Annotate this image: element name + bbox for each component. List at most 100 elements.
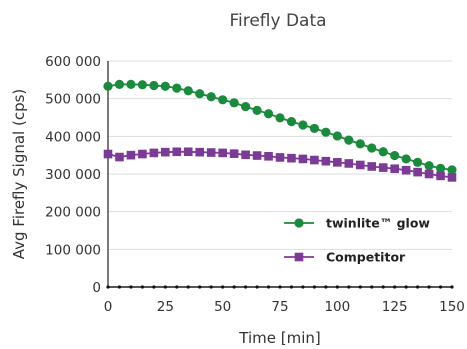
- data-point: [218, 148, 227, 158]
- data-point: [438, 285, 443, 289]
- data-point: [355, 160, 365, 170]
- data-point: [309, 123, 319, 134]
- data-point: [264, 151, 273, 161]
- data-point: [263, 109, 274, 119]
- x-tick-labels: 0 25 50 75 100 125 150: [104, 299, 465, 315]
- data-point: [416, 285, 420, 289]
- x-axis-label: Time [min]: [238, 329, 320, 347]
- y-tick-label: 300 000: [45, 167, 101, 183]
- data-point: [183, 147, 193, 157]
- data-point: [378, 147, 388, 157]
- data-point: [209, 285, 213, 289]
- data-point: [255, 285, 259, 289]
- y-tick-label: 500 000: [45, 92, 101, 108]
- data-point: [152, 285, 156, 289]
- y-tick-label: 100 000: [45, 242, 101, 258]
- data-point: [390, 164, 399, 174]
- data-point: [367, 162, 377, 171]
- data-point: [103, 149, 113, 159]
- data-point: [117, 285, 122, 289]
- data-point: [344, 135, 354, 145]
- data-point: [172, 83, 182, 93]
- data-point: [195, 147, 205, 157]
- x-tick-label: 25: [157, 299, 174, 315]
- data-point: [252, 105, 262, 115]
- x-tick-label: 100: [324, 299, 350, 315]
- legend-marker: [294, 218, 304, 228]
- data-point: [378, 163, 388, 172]
- data-point: [106, 285, 110, 289]
- data-point: [160, 81, 170, 91]
- gridlines: [108, 60, 452, 250]
- data-point: [413, 167, 422, 177]
- data-point: [381, 285, 385, 289]
- data-point: [114, 79, 125, 89]
- data-point: [126, 150, 136, 160]
- y-tick-label: 0: [92, 280, 101, 296]
- data-point: [140, 285, 144, 289]
- y-tick-label: 200 000: [45, 205, 101, 221]
- y-tick-label: 600 000: [45, 54, 101, 70]
- data-point: [286, 117, 297, 127]
- data-point: [450, 285, 454, 289]
- data-point: [333, 158, 342, 167]
- data-point: [163, 285, 167, 289]
- data-point: [436, 171, 445, 181]
- data-point: [335, 285, 339, 289]
- legend: twinlite™ glow Competitor: [284, 216, 430, 265]
- data-point: [241, 101, 251, 112]
- data-point: [298, 154, 308, 164]
- y-axis-label: Avg Firefly Signal (cps): [10, 89, 28, 260]
- x-tick-label: 75: [271, 299, 288, 315]
- series-0: [103, 79, 457, 175]
- x-tick-label: 50: [214, 299, 231, 315]
- data-point: [186, 285, 190, 289]
- data-point: [275, 113, 285, 123]
- data-point: [301, 285, 305, 289]
- data-point: [370, 285, 374, 289]
- series-1: [103, 147, 457, 182]
- legend-marker: [294, 252, 304, 262]
- series-layer: [103, 79, 457, 289]
- data-point: [206, 148, 216, 157]
- data-point: [252, 151, 262, 160]
- data-point: [275, 153, 285, 162]
- data-point: [447, 165, 457, 175]
- data-point: [278, 285, 282, 289]
- data-point: [206, 92, 216, 102]
- data-point: [175, 285, 179, 289]
- data-point: [355, 139, 365, 149]
- legend-label: Competitor: [326, 250, 406, 265]
- data-point: [332, 131, 342, 141]
- data-point: [324, 285, 328, 289]
- data-point: [401, 154, 411, 164]
- data-point: [447, 173, 457, 182]
- data-point: [310, 155, 319, 165]
- data-point: [287, 153, 296, 163]
- data-point: [413, 157, 423, 167]
- data-point: [218, 95, 228, 105]
- chart-title: Firefly Data: [229, 11, 326, 31]
- data-point: [232, 285, 236, 289]
- legend-label: twinlite™ glow: [326, 216, 430, 231]
- y-tick-labels: 0 100 000 200 000 300 000 400 000 500 000 600 …: [45, 54, 101, 296]
- data-point: [149, 80, 159, 91]
- data-point: [103, 81, 113, 91]
- data-point: [161, 147, 170, 157]
- data-point: [424, 161, 434, 171]
- data-point: [401, 165, 411, 175]
- data-point: [229, 98, 239, 108]
- data-point: [404, 285, 408, 289]
- data-point: [344, 159, 354, 168]
- x-tick-label: 125: [382, 299, 408, 315]
- data-point: [137, 80, 147, 90]
- data-point: [424, 169, 434, 179]
- data-point: [347, 285, 351, 289]
- data-point: [183, 86, 193, 96]
- y-tick-label: 400 000: [45, 129, 101, 145]
- data-point: [221, 285, 225, 289]
- data-point: [390, 150, 400, 161]
- data-point: [229, 149, 239, 158]
- data-point: [289, 285, 294, 289]
